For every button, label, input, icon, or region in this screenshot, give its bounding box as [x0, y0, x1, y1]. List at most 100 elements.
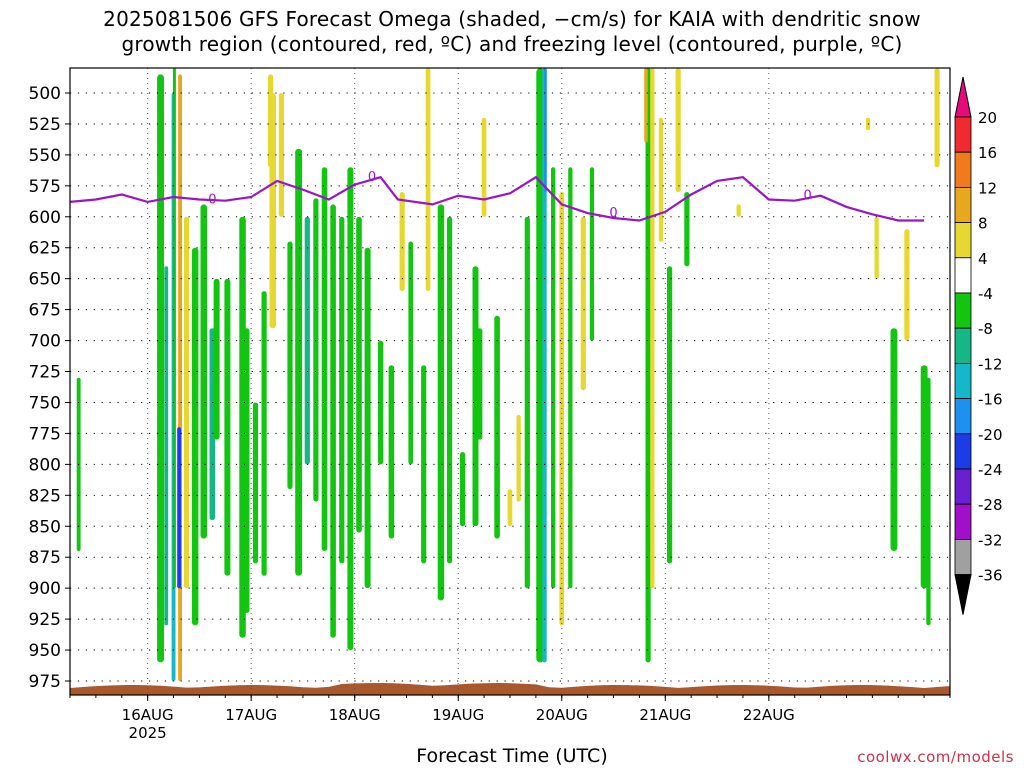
omega-shaded-region — [494, 315, 500, 539]
omega-shaded-region — [339, 216, 345, 564]
colorbar-swatch — [954, 398, 972, 435]
y-tick-label: 650 — [29, 270, 61, 290]
y-tick-label: 550 — [29, 146, 61, 166]
omega-shaded-region — [926, 377, 931, 626]
y-tick-label: 875 — [29, 548, 61, 568]
omega-shaded-region — [356, 216, 362, 533]
colorbar-swatch — [954, 292, 972, 329]
omega-shaded-region — [295, 148, 303, 576]
omega-shaded-region — [287, 241, 293, 490]
omega-shaded-region — [269, 93, 276, 329]
omega-shaded-region — [507, 489, 513, 527]
y-tick-label: 850 — [29, 517, 61, 537]
omega-shaded-region — [684, 192, 690, 267]
y-tick-label: 500 — [29, 84, 61, 104]
y-tick-label: 800 — [29, 455, 61, 475]
omega-shaded-region — [544, 68, 547, 192]
x-tick-label: 21AUG — [639, 706, 691, 724]
omega-shaded-region — [388, 365, 395, 539]
omega-shaded-region — [313, 198, 319, 502]
colorbar-swatch — [954, 433, 972, 470]
omega-shaded-region — [580, 216, 586, 391]
omega-shaded-region — [551, 167, 556, 589]
y-tick-label: 725 — [29, 363, 61, 383]
y-tick-label: 950 — [29, 641, 61, 661]
omega-shaded-region — [675, 68, 681, 192]
omega-shaded-region — [239, 216, 246, 638]
omega-shaded-region — [589, 167, 595, 341]
omega-shaded-region — [364, 247, 371, 589]
x-year-label: 2025 — [129, 724, 167, 742]
x-axis-title: Forecast Time (UTC) — [416, 745, 608, 767]
y-tick-label: 625 — [29, 239, 61, 259]
freezing-level-contour: 0 0 0 0 — [69, 170, 925, 222]
terrain-layer — [70, 683, 950, 695]
omega-shaded-region — [421, 365, 427, 564]
colorbar-tick-label: 8 — [978, 215, 988, 233]
omega-shaded-region — [536, 68, 545, 663]
credit-text: coolwx.com/models — [857, 748, 1014, 766]
omega-shaded-region — [408, 241, 414, 465]
omega-shaded-region — [650, 68, 655, 589]
x-tick-label: 16AUG — [122, 706, 174, 724]
omega-shaded-region — [172, 68, 176, 589]
omega-shaded-region — [437, 204, 445, 601]
y-tick-label: 825 — [29, 486, 61, 506]
y-tick-label: 700 — [29, 332, 61, 352]
freezing-level-label: 0 — [804, 189, 812, 204]
y-tick-label: 900 — [29, 579, 61, 599]
omega-shaded-region — [330, 204, 336, 638]
colorbar-tick-label: -4 — [978, 285, 993, 303]
omega-shaded-region — [736, 204, 741, 217]
x-tick-label: 18AUG — [329, 706, 381, 724]
y-tick-label: 525 — [29, 115, 61, 135]
omega-shaded-region — [183, 216, 190, 589]
colorbar-tick-label: 4 — [978, 250, 988, 268]
omega-shaded-region — [477, 328, 483, 440]
x-axis: 16AUG 17AUG 18AUG 19AUG 20AUG 21AUG 22AUG 2025 — [69, 695, 951, 742]
omega-shading-layer — [76, 68, 940, 681]
colorbar-swatch — [954, 116, 972, 153]
omega-shaded-region — [321, 167, 328, 552]
omega-shaded-region — [542, 68, 547, 663]
omega-shaded-region — [178, 74, 182, 681]
colorbar-tick-label: -12 — [978, 355, 1003, 373]
omega-shaded-region — [177, 427, 182, 589]
freezing-level-label: 0 — [208, 192, 216, 207]
omega-shaded-region — [568, 167, 573, 589]
colorbar-swatch — [954, 468, 972, 505]
omega-shaded-region — [904, 229, 910, 341]
omega-shaded-region — [200, 204, 207, 539]
omega-shaded-region — [244, 328, 250, 613]
colorbar-tick-label: -16 — [978, 391, 1003, 409]
colorbar-tick-label: 20 — [978, 109, 997, 127]
colorbar-tick-label: 12 — [978, 179, 997, 197]
omega-shaded-region — [920, 365, 928, 589]
colorbar-swatch — [954, 222, 972, 259]
colorbar-top-arrow — [954, 76, 972, 118]
omega-shaded-region — [934, 68, 940, 168]
omega-shaded-region — [164, 266, 169, 626]
chart-title-line-2: growth region (contoured, red, ºC) and f… — [121, 32, 903, 56]
omega-shaded-region — [516, 414, 521, 502]
colorbar-swatch — [954, 539, 972, 576]
colorbar-swatch — [954, 362, 972, 399]
omega-shaded-region — [224, 278, 231, 576]
colorbar-swatch — [954, 186, 972, 223]
terrain-surface — [70, 683, 950, 695]
colorbar-tick-label: -24 — [978, 461, 1003, 479]
omega-shaded-region — [213, 278, 220, 440]
colorbar-tick-label: -36 — [978, 567, 1003, 585]
omega-shaded-region — [460, 452, 466, 527]
colorbar: 20 16 12 8 4 -4 -8 -12 -16 -20 -24 -28 -32 -36 — [954, 76, 1003, 615]
omega-shaded-region — [157, 74, 164, 663]
omega-shaded-region — [890, 328, 898, 551]
y-tick-label: 775 — [29, 424, 61, 444]
colorbar-swatch — [954, 503, 972, 540]
omega-shaded-region — [645, 68, 651, 663]
omega-shaded-region — [261, 291, 267, 576]
omega-shaded-region — [447, 216, 453, 564]
omega-shaded-region — [667, 266, 673, 564]
x-tick-label: 20AUG — [536, 706, 588, 724]
